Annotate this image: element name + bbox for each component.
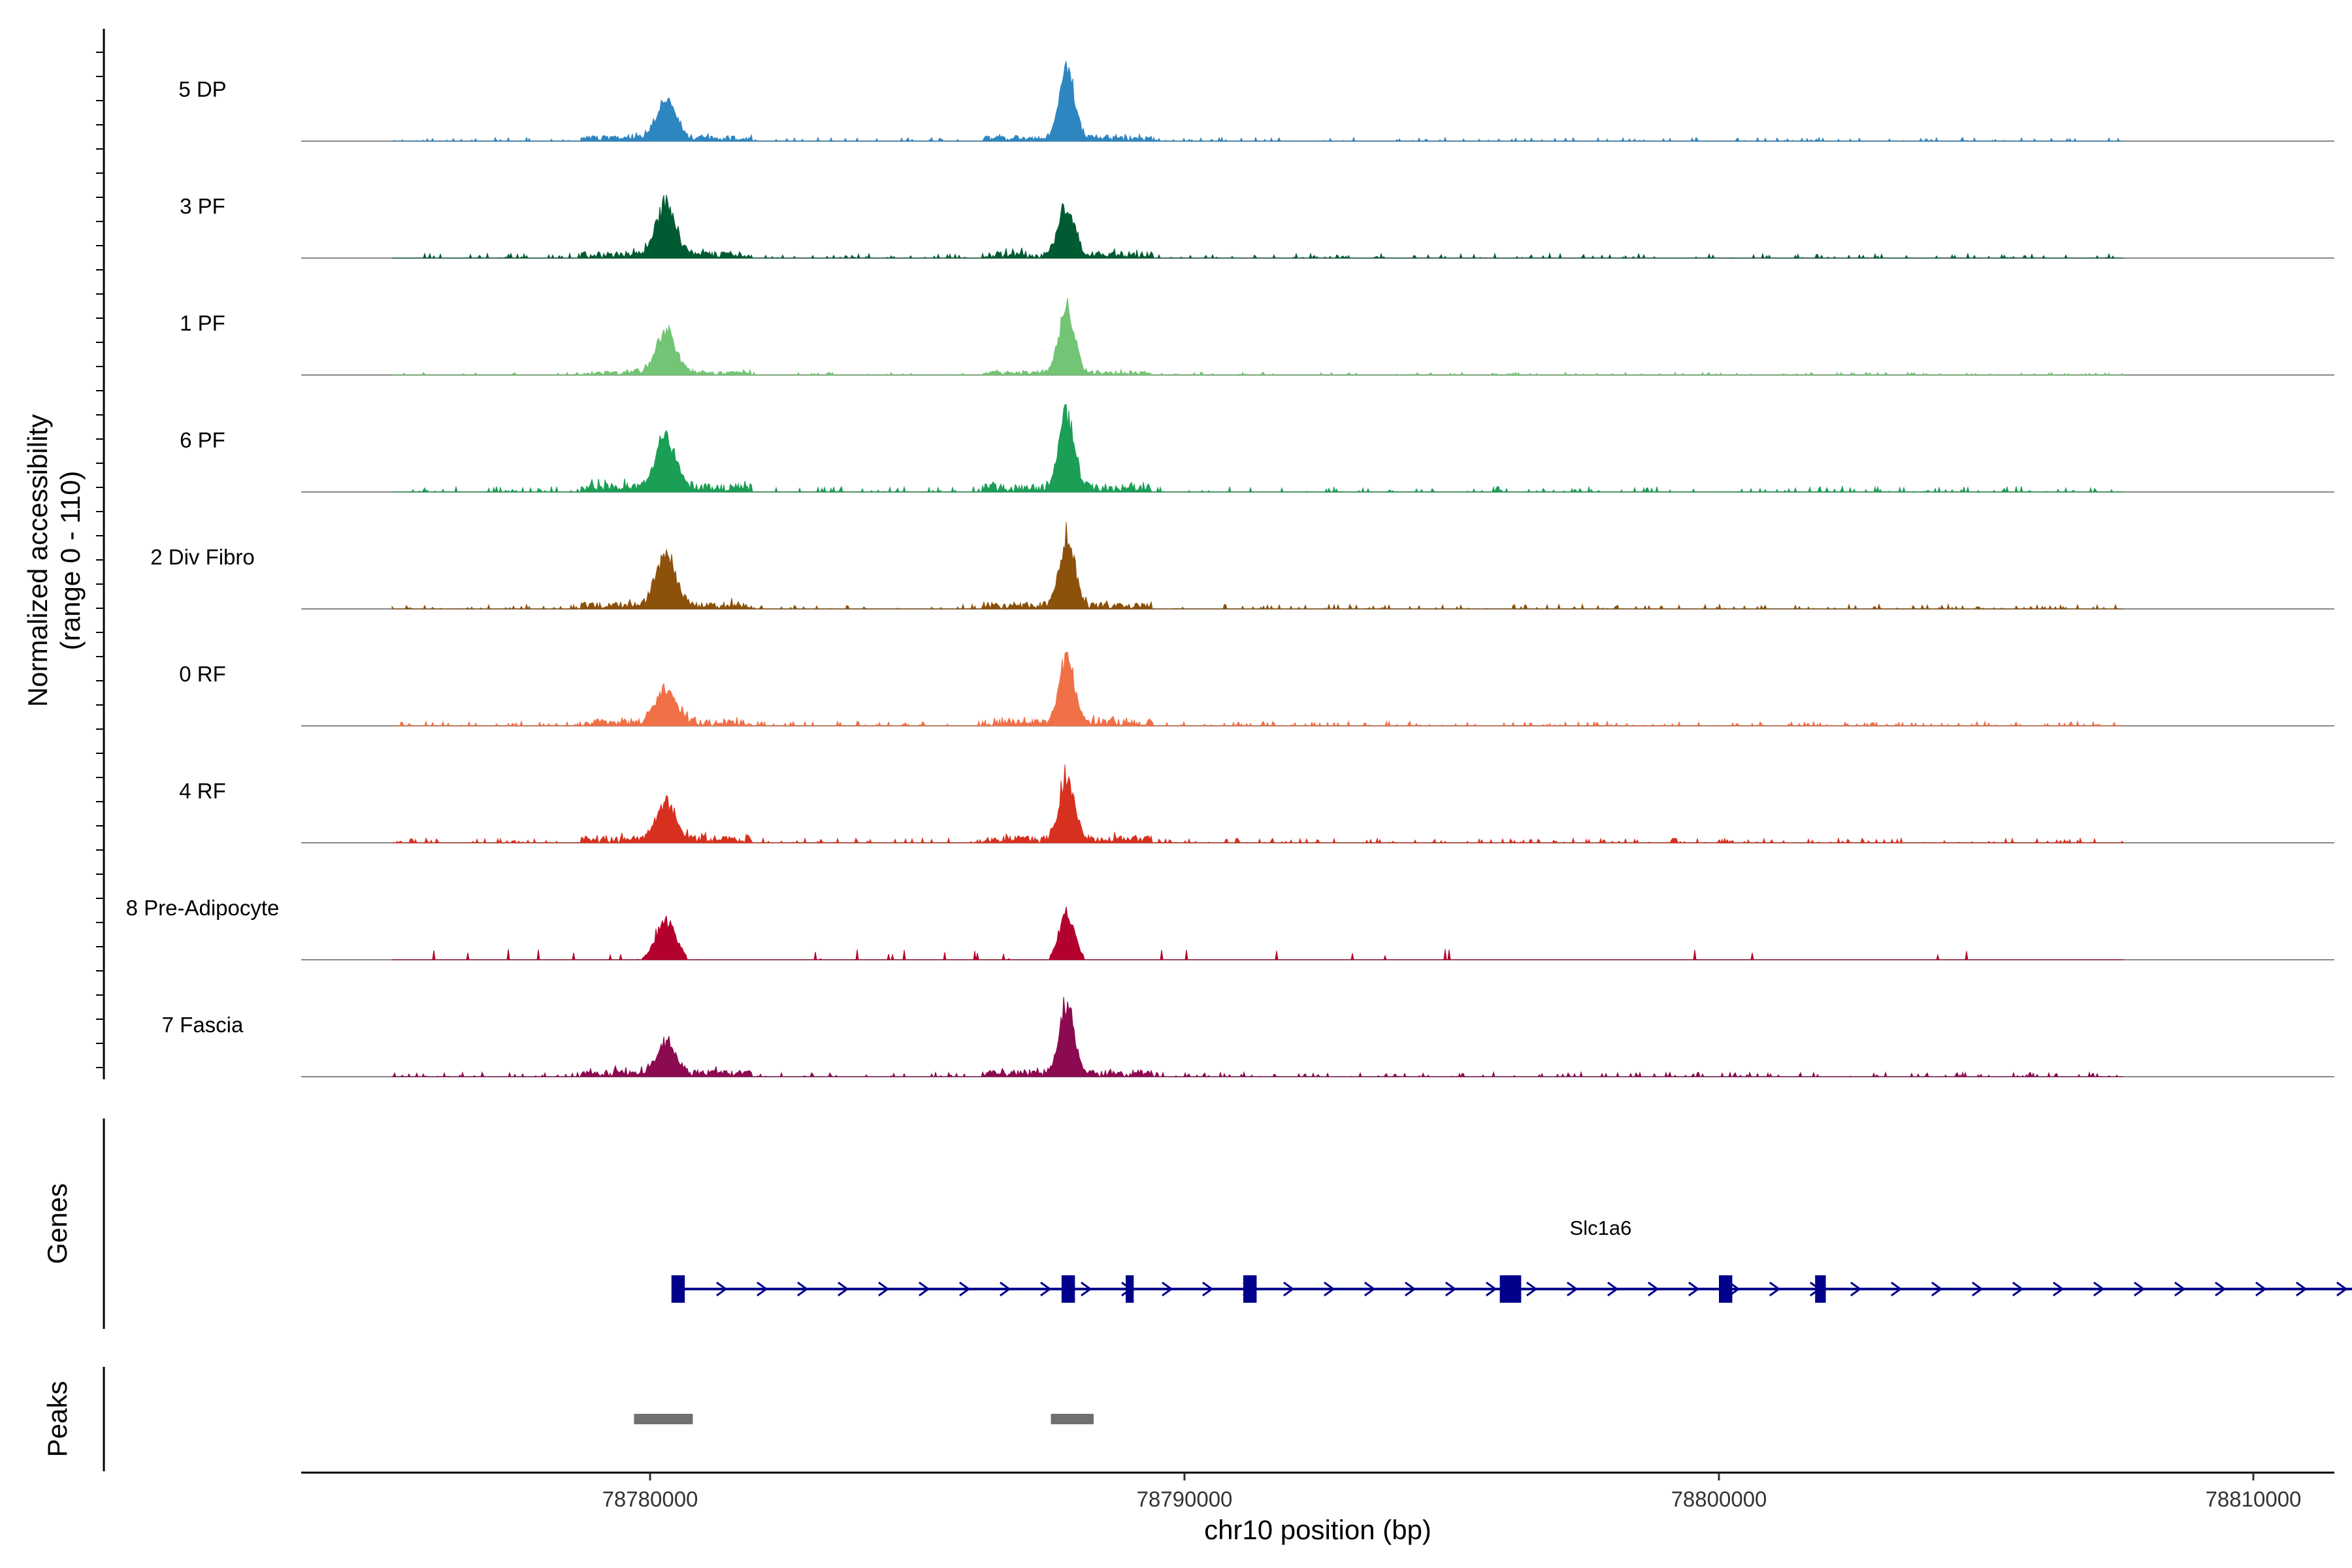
peaks-panel: Peaks — [42, 1367, 1094, 1471]
coverage-track: 5 DP — [178, 61, 2334, 142]
strand-arrow — [1283, 1281, 1295, 1297]
strand-arrow — [1364, 1281, 1376, 1297]
coverage-tracks: 5 DP 3 PF 1 PF 6 PF 2 Div Fibro 0 RF 4 RF 8 Pre… — [126, 61, 2334, 1078]
coverage-signal — [391, 996, 2123, 1078]
track-label: 7 Fascia — [162, 1013, 244, 1037]
coverage-signal — [392, 404, 2123, 493]
coverage-track: 1 PF — [180, 297, 2334, 376]
x-ticks: 7878000078790000788000007881000078820000 — [602, 1473, 2302, 1511]
track-label: 4 RF — [179, 779, 226, 803]
strand-arrow — [1607, 1281, 1619, 1297]
strand-arrow — [1486, 1281, 1497, 1297]
track-label: 2 Div Fibro — [150, 545, 255, 569]
strand-arrow — [1648, 1281, 1659, 1297]
coverage-y-axis — [96, 29, 105, 1079]
coverage-signal — [391, 521, 2123, 610]
coverage-track: 0 RF — [179, 651, 2334, 727]
strand-arrow — [2134, 1281, 2146, 1297]
x-axis-title: chr10 position (bp) — [1204, 1514, 1431, 1545]
gene-exon — [671, 1275, 685, 1303]
gene-exon — [1815, 1275, 1826, 1303]
genes-track-title: Genes — [42, 1183, 73, 1264]
gene-exon — [1243, 1275, 1257, 1303]
genes-panel: Genes Slc1a6 — [42, 1119, 2352, 1329]
strand-arrow — [2255, 1281, 2267, 1297]
strand-arrow — [1891, 1281, 1903, 1297]
strand-arrow — [1850, 1281, 1862, 1297]
coverage-track: 8 Pre-Adipocyte — [126, 896, 2334, 960]
strand-arrow — [1445, 1281, 1457, 1297]
coverage-track: 7 Fascia — [162, 996, 2334, 1078]
coverage-track: 3 PF — [180, 194, 2334, 259]
strand-arrow — [1567, 1281, 1578, 1297]
track-label: 5 DP — [178, 77, 226, 101]
track-label: 6 PF — [180, 428, 225, 452]
strand-arrow — [2012, 1281, 2024, 1297]
coverage-signal — [392, 764, 2125, 844]
x-tick-label: 78800000 — [1671, 1487, 1767, 1511]
strand-arrow — [2215, 1281, 2227, 1297]
gene-exon — [1126, 1275, 1134, 1303]
x-tick-label: 78790000 — [1137, 1487, 1233, 1511]
strand-arrow — [1729, 1281, 1740, 1297]
strand-arrow — [1324, 1281, 1335, 1297]
strand-arrow — [959, 1281, 971, 1297]
track-label: 8 Pre-Adipocyte — [126, 896, 280, 920]
gene-model: Slc1a6 — [671, 1217, 2352, 1303]
strand-arrow — [2296, 1281, 2308, 1297]
gene-exon — [1061, 1275, 1075, 1303]
coverage-track: 2 Div Fibro — [150, 521, 2334, 610]
strand-arrow — [1040, 1281, 1052, 1297]
strand-arrow — [2093, 1281, 2105, 1297]
coverage-signal — [391, 297, 2125, 376]
peak-region — [634, 1414, 693, 1424]
coverage-signal — [392, 61, 2123, 142]
x-axis: 7878000078790000788000007881000078820000… — [301, 1471, 2334, 1545]
coverage-signal — [392, 195, 2123, 259]
strand-arrow — [1202, 1281, 1214, 1297]
coverage-signal — [392, 906, 2123, 960]
track-label: 3 PF — [180, 194, 225, 218]
coverage-track: 4 RF — [179, 764, 2334, 844]
gene-models: Slc1a6 — [671, 1217, 2352, 1303]
strand-arrow — [2053, 1281, 2065, 1297]
strand-arrow — [1972, 1281, 1984, 1297]
gene-exon — [1499, 1275, 1522, 1303]
strand-arrow — [1526, 1281, 1538, 1297]
strand-arrow — [2336, 1281, 2348, 1297]
y-axis-title: Normalized accessibility — [22, 414, 53, 707]
strand-arrow — [757, 1281, 768, 1297]
strand-arrow — [1081, 1281, 1092, 1297]
x-tick-label: 78780000 — [602, 1487, 698, 1511]
strand-arrow — [838, 1281, 849, 1297]
peak-region — [1051, 1414, 1094, 1424]
strand-arrow — [716, 1281, 728, 1297]
strand-arrow — [878, 1281, 890, 1297]
coverage-track: 6 PF — [180, 404, 2334, 493]
strand-arrow — [2174, 1281, 2186, 1297]
strand-arrow — [1000, 1281, 1011, 1297]
y-axis-range-label: (range 0 - 110) — [55, 471, 86, 651]
coverage-signal — [392, 651, 2123, 727]
track-label: 1 PF — [180, 311, 225, 335]
strand-arrow — [797, 1281, 809, 1297]
coverage-y-axis-title: Normalized accessibility (range 0 - 110) — [22, 414, 86, 707]
strand-arrow — [1162, 1281, 1173, 1297]
x-tick-label: 78810000 — [2206, 1487, 2302, 1511]
track-label: 0 RF — [179, 662, 226, 686]
strand-arrow — [1405, 1281, 1416, 1297]
strand-arrow — [1769, 1281, 1781, 1297]
gene-exon — [1719, 1275, 1733, 1303]
peak-regions — [634, 1414, 1094, 1424]
strand-arrow — [1931, 1281, 1943, 1297]
peaks-track-title: Peaks — [42, 1381, 73, 1458]
strand-arrow — [919, 1281, 930, 1297]
gene-name-label: Slc1a6 — [1570, 1217, 1632, 1239]
strand-arrow — [1688, 1281, 1700, 1297]
